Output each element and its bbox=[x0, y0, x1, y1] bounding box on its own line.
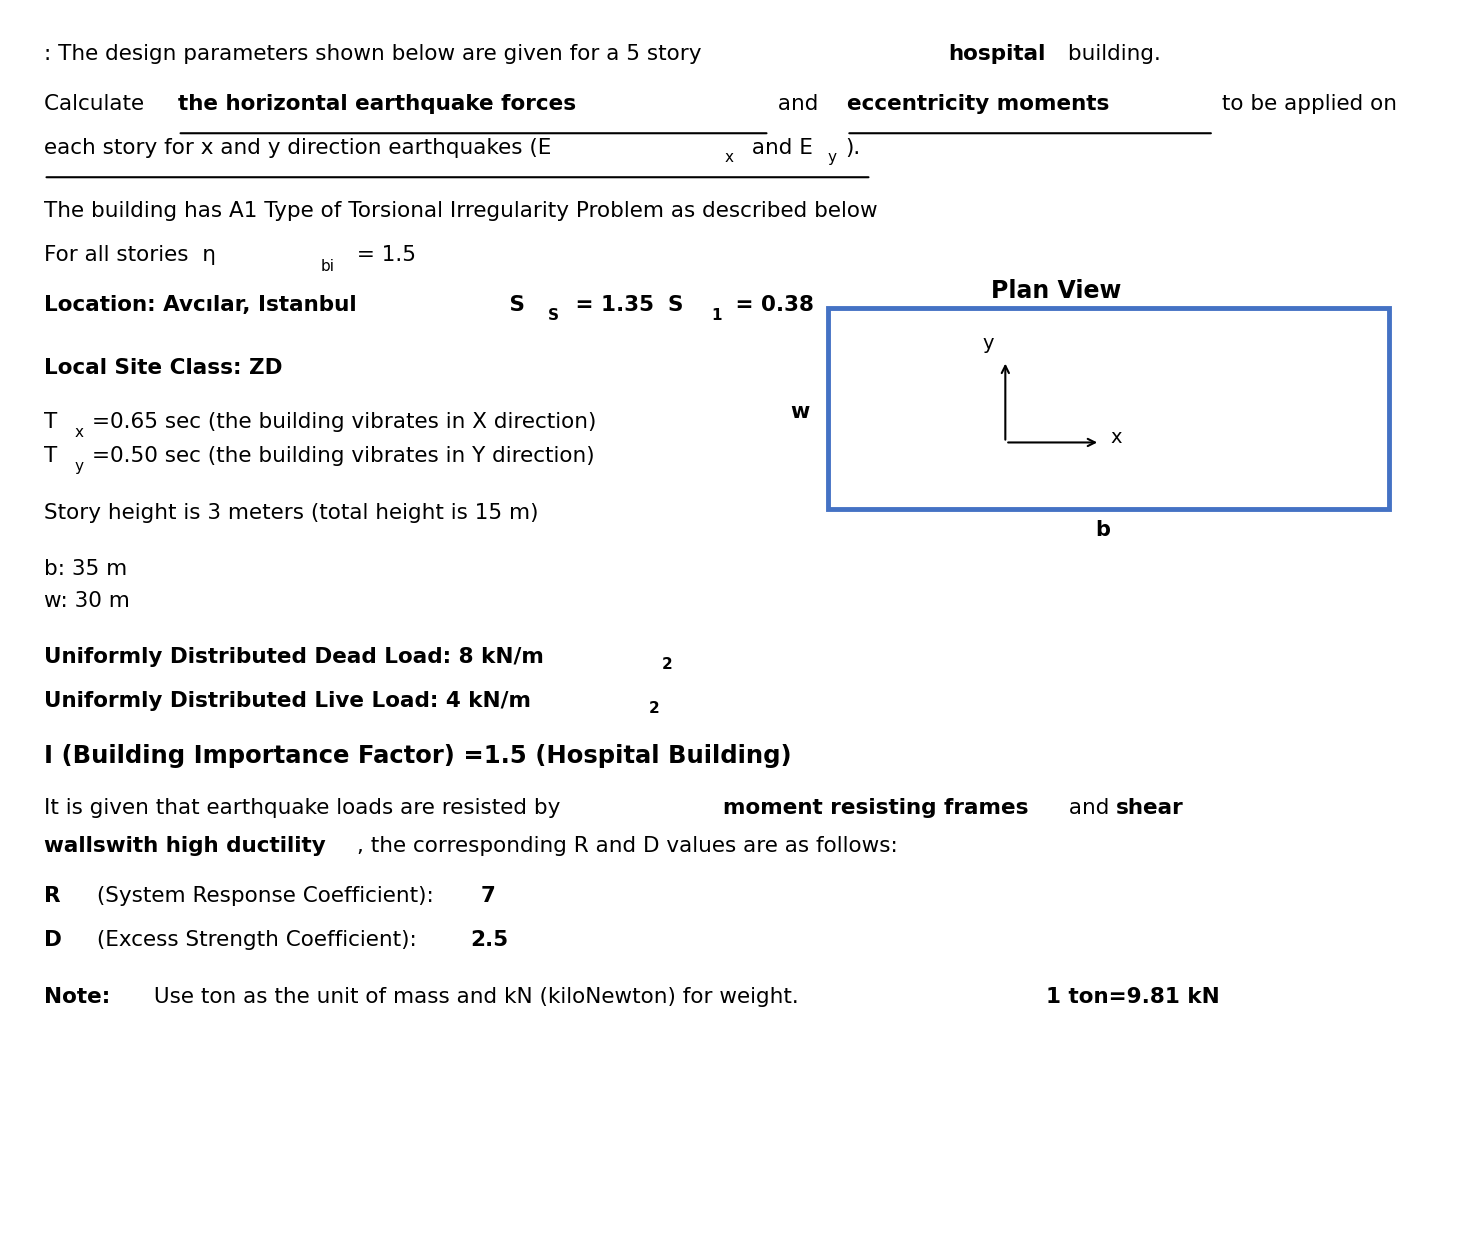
Text: b: 35 m: b: 35 m bbox=[44, 559, 127, 579]
Text: bi: bi bbox=[321, 259, 335, 274]
Text: to be applied on: to be applied on bbox=[1215, 94, 1397, 114]
Text: 2: 2 bbox=[661, 657, 672, 672]
Text: Calculate: Calculate bbox=[44, 94, 150, 114]
Text: S: S bbox=[653, 295, 683, 316]
Text: T: T bbox=[44, 412, 57, 432]
Text: x: x bbox=[74, 425, 83, 440]
Text: The building has A1 Type of Torsional Irregularity Problem as described below: The building has A1 Type of Torsional Ir… bbox=[44, 201, 877, 221]
Text: = 1.5: = 1.5 bbox=[350, 245, 415, 265]
Text: Use ton as the unit of mass and kN (kiloNewton) for weight.: Use ton as the unit of mass and kN (kilo… bbox=[147, 987, 806, 1007]
Text: For all stories  η: For all stories η bbox=[44, 245, 216, 265]
Text: Story height is 3 meters (total height is 15 m): Story height is 3 meters (total height i… bbox=[44, 503, 538, 523]
Text: S: S bbox=[487, 295, 525, 316]
Text: 2: 2 bbox=[648, 701, 659, 716]
Text: y: y bbox=[982, 334, 994, 353]
Text: Plan View: Plan View bbox=[991, 279, 1122, 303]
Text: (Excess Strength Coefficient):: (Excess Strength Coefficient): bbox=[90, 930, 431, 950]
Text: moment resisting frames: moment resisting frames bbox=[723, 798, 1029, 818]
Text: hospital: hospital bbox=[949, 44, 1046, 64]
Text: =0.65 sec (the building vibrates in X direction): =0.65 sec (the building vibrates in X di… bbox=[92, 412, 596, 432]
Text: 1 ton=9.81 kN: 1 ton=9.81 kN bbox=[1046, 987, 1220, 1007]
Text: Location: Avcılar, Istanbul: Location: Avcılar, Istanbul bbox=[44, 295, 357, 316]
Text: Uniformly Distributed Live Load: 4 kN/m: Uniformly Distributed Live Load: 4 kN/m bbox=[44, 691, 530, 711]
Text: 2.5: 2.5 bbox=[471, 930, 508, 950]
Text: It is given that earthquake loads are resisted by: It is given that earthquake loads are re… bbox=[44, 798, 567, 818]
Text: each story for x and y direction earthquakes (E: each story for x and y direction earthqu… bbox=[44, 138, 551, 158]
Text: y: y bbox=[74, 459, 83, 474]
Text: x: x bbox=[724, 150, 733, 165]
Text: Local Site Class: ZD: Local Site Class: ZD bbox=[44, 358, 283, 378]
Bar bbox=[828, 308, 1389, 509]
Text: ).: ). bbox=[845, 138, 860, 158]
Text: and: and bbox=[771, 94, 825, 114]
Text: b: b bbox=[1096, 520, 1110, 541]
Text: wallswith high ductility: wallswith high ductility bbox=[44, 836, 325, 856]
Text: = 0.38: = 0.38 bbox=[728, 295, 814, 316]
Text: w: w bbox=[790, 402, 810, 422]
Text: R: R bbox=[44, 886, 60, 906]
Text: eccentricity moments: eccentricity moments bbox=[847, 94, 1109, 114]
Text: (System Response Coefficient):: (System Response Coefficient): bbox=[90, 886, 441, 906]
Text: w: 30 m: w: 30 m bbox=[44, 591, 130, 611]
Text: x: x bbox=[1110, 427, 1122, 447]
Text: D: D bbox=[44, 930, 61, 950]
Text: 1: 1 bbox=[711, 308, 721, 323]
Text: : The design parameters shown below are given for a 5 story: : The design parameters shown below are … bbox=[44, 44, 708, 64]
Text: and: and bbox=[1062, 798, 1116, 818]
Text: shear: shear bbox=[1116, 798, 1183, 818]
Text: , the corresponding R and D values are as follows:: , the corresponding R and D values are a… bbox=[357, 836, 898, 856]
Text: T: T bbox=[44, 446, 57, 466]
Text: I (Building Importance Factor) =1.5 (Hospital Building): I (Building Importance Factor) =1.5 (Hos… bbox=[44, 744, 791, 768]
Text: building.: building. bbox=[1061, 44, 1161, 64]
Text: Note:: Note: bbox=[44, 987, 109, 1007]
Text: and E: and E bbox=[745, 138, 813, 158]
Text: = 1.35: = 1.35 bbox=[568, 295, 654, 316]
Text: =0.50 sec (the building vibrates in Y direction): =0.50 sec (the building vibrates in Y di… bbox=[92, 446, 594, 466]
Text: y: y bbox=[828, 150, 836, 165]
Text: Uniformly Distributed Dead Load: 8 kN/m: Uniformly Distributed Dead Load: 8 kN/m bbox=[44, 647, 543, 667]
Text: the horizontal earthquake forces: the horizontal earthquake forces bbox=[178, 94, 576, 114]
Text: 7: 7 bbox=[481, 886, 495, 906]
Text: S: S bbox=[548, 308, 559, 323]
